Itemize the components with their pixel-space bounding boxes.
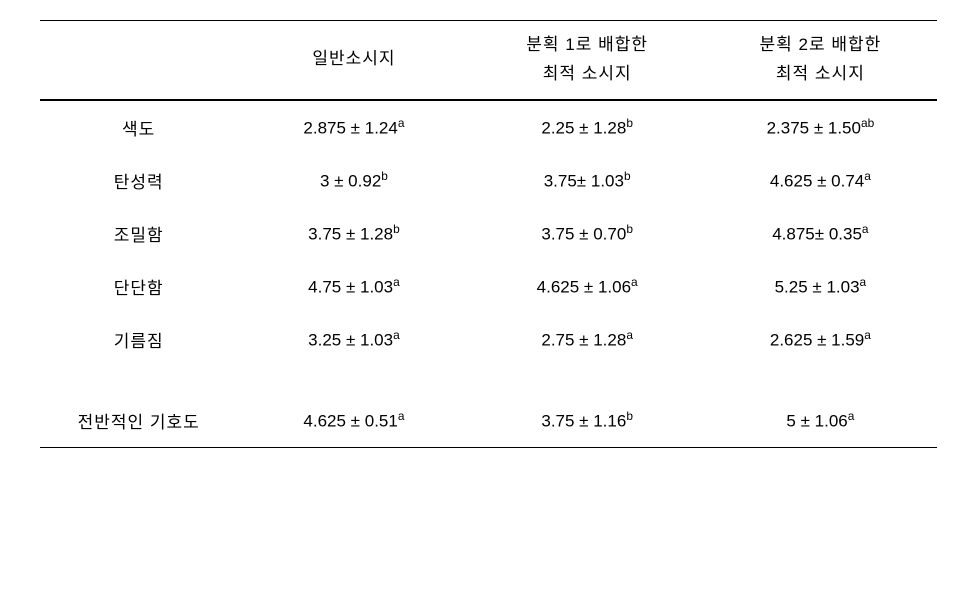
cell-col3: 2.375 ± 1.50ab [704, 100, 937, 154]
cell-col1: 4.75 ± 1.03a [237, 260, 470, 313]
table-header-row: 일반소시지 분획 1로 배합한 최적 소시지 분획 2로 배합한 최적 소시지 [40, 21, 937, 100]
row-label: 조밀함 [40, 207, 237, 260]
sensory-eval-table: 일반소시지 분획 1로 배합한 최적 소시지 분획 2로 배합한 최적 소시지 … [40, 20, 937, 448]
value-superscript: a [626, 328, 633, 342]
cell-col3: 4.625 ± 0.74a [704, 154, 937, 207]
cell-col3: 5.25 ± 1.03a [704, 260, 937, 313]
cell-col2: 3.75 ± 1.16b [471, 394, 704, 448]
table-row: 조밀함3.75 ± 1.28b3.75 ± 0.70b4.875± 0.35a [40, 207, 937, 260]
value-base: 5.25 ± 1.03 [775, 278, 860, 297]
value-base: 4.875± 0.35 [772, 225, 862, 244]
cell-col1: 4.625 ± 0.51a [237, 394, 470, 448]
row-label: 탄성력 [40, 154, 237, 207]
spacer-row [40, 366, 937, 394]
col-header-fraction2: 분획 2로 배합한 최적 소시지 [704, 21, 937, 100]
value-base: 2.25 ± 1.28 [541, 119, 626, 138]
cell-col3: 4.875± 0.35a [704, 207, 937, 260]
cell-col2: 2.25 ± 1.28b [471, 100, 704, 154]
value-base: 4.75 ± 1.03 [308, 278, 393, 297]
cell-col2: 2.75 ± 1.28a [471, 313, 704, 366]
col-header-fraction1: 분획 1로 배합한 최적 소시지 [471, 21, 704, 100]
value-superscript: a [398, 116, 405, 130]
value-superscript: a [862, 222, 869, 236]
value-superscript: a [398, 409, 405, 423]
table-row: 색도2.875 ± 1.24a2.25 ± 1.28b2.375 ± 1.50a… [40, 100, 937, 154]
value-base: 2.875 ± 1.24 [303, 119, 397, 138]
row-label: 기름짐 [40, 313, 237, 366]
value-superscript: a [393, 328, 400, 342]
value-superscript: a [848, 409, 855, 423]
value-superscript: b [626, 409, 633, 423]
value-base: 3.75± 1.03 [544, 172, 624, 191]
table-row: 기름짐3.25 ± 1.03a2.75 ± 1.28a2.625 ± 1.59a [40, 313, 937, 366]
cell-col2: 3.75 ± 0.70b [471, 207, 704, 260]
cell-col2: 3.75± 1.03b [471, 154, 704, 207]
table-body: 색도2.875 ± 1.24a2.25 ± 1.28b2.375 ± 1.50a… [40, 100, 937, 448]
cell-col1: 3 ± 0.92b [237, 154, 470, 207]
row-label: 전반적인 기호도 [40, 394, 237, 448]
value-superscript: ab [861, 116, 874, 130]
cell-col1: 3.25 ± 1.03a [237, 313, 470, 366]
value-superscript: a [864, 328, 871, 342]
value-base: 2.625 ± 1.59 [770, 331, 864, 350]
value-base: 4.625 ± 0.74 [770, 172, 864, 191]
value-base: 4.625 ± 0.51 [303, 412, 397, 431]
row-label: 색도 [40, 100, 237, 154]
value-superscript: b [624, 169, 631, 183]
value-base: 5 ± 1.06 [786, 412, 847, 431]
col-header-empty [40, 21, 237, 100]
cell-col1: 2.875 ± 1.24a [237, 100, 470, 154]
value-superscript: a [864, 169, 871, 183]
row-label: 단단함 [40, 260, 237, 313]
table-row: 탄성력3 ± 0.92b3.75± 1.03b4.625 ± 0.74a [40, 154, 937, 207]
value-superscript: b [626, 116, 633, 130]
value-base: 2.75 ± 1.28 [541, 331, 626, 350]
value-superscript: a [631, 275, 638, 289]
table-row: 전반적인 기호도4.625 ± 0.51a3.75 ± 1.16b5 ± 1.0… [40, 394, 937, 448]
cell-col3: 5 ± 1.06a [704, 394, 937, 448]
value-superscript: a [860, 275, 867, 289]
cell-col1: 3.75 ± 1.28b [237, 207, 470, 260]
value-superscript: a [393, 275, 400, 289]
value-superscript: b [381, 169, 388, 183]
value-base: 3.75 ± 1.28 [308, 225, 393, 244]
value-base: 3 ± 0.92 [320, 172, 381, 191]
value-base: 2.375 ± 1.50 [767, 119, 861, 138]
value-base: 4.625 ± 1.06 [537, 278, 631, 297]
cell-col3: 2.625 ± 1.59a [704, 313, 937, 366]
col-header-general: 일반소시지 [237, 21, 470, 100]
value-base: 3.25 ± 1.03 [308, 331, 393, 350]
value-superscript: b [393, 222, 400, 236]
cell-col2: 4.625 ± 1.06a [471, 260, 704, 313]
value-base: 3.75 ± 0.70 [541, 225, 626, 244]
value-base: 3.75 ± 1.16 [541, 412, 626, 431]
table-row: 단단함4.75 ± 1.03a4.625 ± 1.06a5.25 ± 1.03a [40, 260, 937, 313]
value-superscript: b [626, 222, 633, 236]
